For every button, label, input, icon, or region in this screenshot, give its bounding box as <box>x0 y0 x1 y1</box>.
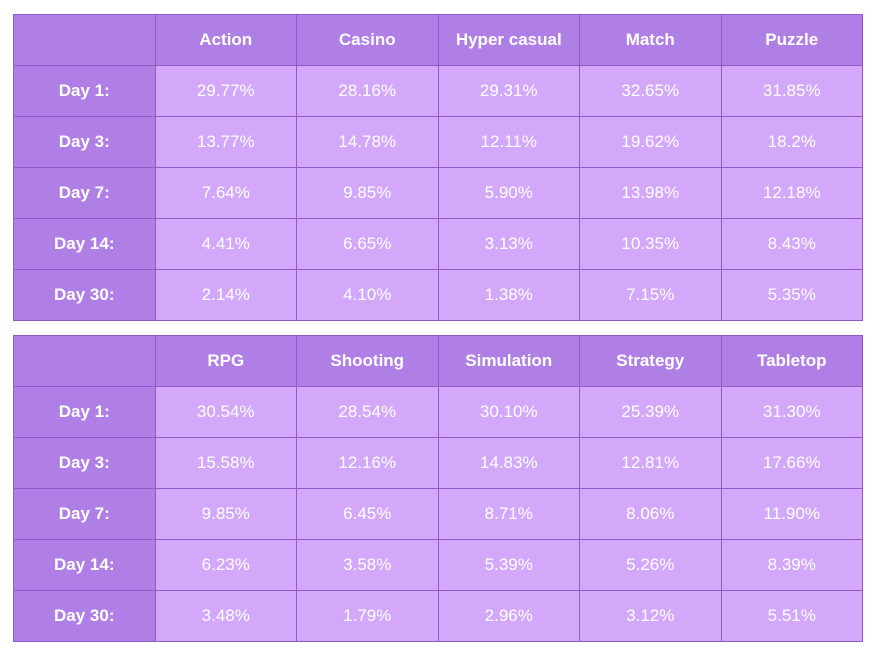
data-cell: 28.16% <box>296 65 439 117</box>
row-header: Day 14: <box>13 539 156 591</box>
data-cell: 15.58% <box>154 437 297 489</box>
row-header: Day 7: <box>13 488 156 540</box>
row-header: Day 14: <box>13 218 156 270</box>
column-header: Hyper casual <box>437 14 580 66</box>
table-row: Day 1: 29.77% 28.16% 29.31% 32.65% 31.85… <box>13 65 863 117</box>
data-cell: 31.85% <box>720 65 863 117</box>
data-cell: 30.54% <box>154 386 297 438</box>
corner-cell <box>13 14 156 66</box>
row-header: Day 30: <box>13 269 156 321</box>
data-cell: 9.85% <box>154 488 297 540</box>
column-header: Match <box>579 14 722 66</box>
data-cell: 14.78% <box>296 116 439 168</box>
column-header: Casino <box>296 14 439 66</box>
row-header: Day 3: <box>13 116 156 168</box>
table-row: Day 3: 13.77% 14.78% 12.11% 19.62% 18.2% <box>13 116 863 168</box>
retention-table-top: Action Casino Hyper casual Match Puzzle … <box>13 14 863 321</box>
data-cell: 29.31% <box>437 65 580 117</box>
data-cell: 13.98% <box>579 167 722 219</box>
data-cell: 12.16% <box>296 437 439 489</box>
table-row: Day 30: 2.14% 4.10% 1.38% 7.15% 5.35% <box>13 269 863 321</box>
column-header: Simulation <box>437 335 580 387</box>
data-cell: 9.85% <box>296 167 439 219</box>
data-cell: 32.65% <box>579 65 722 117</box>
data-cell: 12.11% <box>437 116 580 168</box>
data-cell: 6.23% <box>154 539 297 591</box>
column-header: Action <box>154 14 297 66</box>
row-header: Day 1: <box>13 386 156 438</box>
data-cell: 25.39% <box>579 386 722 438</box>
data-cell: 8.06% <box>579 488 722 540</box>
data-cell: 31.30% <box>720 386 863 438</box>
data-cell: 8.43% <box>720 218 863 270</box>
data-cell: 28.54% <box>296 386 439 438</box>
row-header: Day 1: <box>13 65 156 117</box>
table-row: Day 3: 15.58% 12.16% 14.83% 12.81% 17.66… <box>13 437 863 489</box>
corner-cell <box>13 335 156 387</box>
data-cell: 3.58% <box>296 539 439 591</box>
row-header: Day 7: <box>13 167 156 219</box>
data-cell: 18.2% <box>720 116 863 168</box>
row-header: Day 30: <box>13 590 156 642</box>
data-cell: 3.12% <box>579 590 722 642</box>
data-cell: 4.41% <box>154 218 297 270</box>
data-cell: 29.77% <box>154 65 297 117</box>
data-cell: 8.39% <box>720 539 863 591</box>
data-cell: 6.45% <box>296 488 439 540</box>
table-row: Day 1: 30.54% 28.54% 30.10% 25.39% 31.30… <box>13 386 863 438</box>
data-cell: 5.26% <box>579 539 722 591</box>
data-cell: 5.90% <box>437 167 580 219</box>
table-row: Day 14: 6.23% 3.58% 5.39% 5.26% 8.39% <box>13 539 863 591</box>
data-cell: 7.15% <box>579 269 722 321</box>
data-cell: 2.96% <box>437 590 580 642</box>
header-row: Action Casino Hyper casual Match Puzzle <box>13 14 863 66</box>
data-cell: 17.66% <box>720 437 863 489</box>
table-row: Day 14: 4.41% 6.65% 3.13% 10.35% 8.43% <box>13 218 863 270</box>
data-cell: 10.35% <box>579 218 722 270</box>
column-header: Shooting <box>296 335 439 387</box>
data-cell: 5.51% <box>720 590 863 642</box>
data-cell: 11.90% <box>720 488 863 540</box>
data-cell: 12.81% <box>579 437 722 489</box>
column-header: RPG <box>154 335 297 387</box>
data-cell: 4.10% <box>296 269 439 321</box>
table-row: Day 30: 3.48% 1.79% 2.96% 3.12% 5.51% <box>13 590 863 642</box>
data-cell: 3.48% <box>154 590 297 642</box>
data-cell: 30.10% <box>437 386 580 438</box>
data-cell: 3.13% <box>437 218 580 270</box>
data-cell: 5.39% <box>437 539 580 591</box>
retention-table-bottom: RPG Shooting Simulation Strategy Tableto… <box>13 335 863 642</box>
data-cell: 12.18% <box>720 167 863 219</box>
column-header: Strategy <box>579 335 722 387</box>
data-cell: 13.77% <box>154 116 297 168</box>
table-row: Day 7: 7.64% 9.85% 5.90% 13.98% 12.18% <box>13 167 863 219</box>
column-header: Tabletop <box>720 335 863 387</box>
data-cell: 19.62% <box>579 116 722 168</box>
data-cell: 1.38% <box>437 269 580 321</box>
data-cell: 2.14% <box>154 269 297 321</box>
data-cell: 6.65% <box>296 218 439 270</box>
header-row: RPG Shooting Simulation Strategy Tableto… <box>13 335 863 387</box>
column-header: Puzzle <box>720 14 863 66</box>
data-cell: 8.71% <box>437 488 580 540</box>
table-row: Day 7: 9.85% 6.45% 8.71% 8.06% 11.90% <box>13 488 863 540</box>
data-cell: 14.83% <box>437 437 580 489</box>
row-header: Day 3: <box>13 437 156 489</box>
data-cell: 7.64% <box>154 167 297 219</box>
data-cell: 1.79% <box>296 590 439 642</box>
data-cell: 5.35% <box>720 269 863 321</box>
